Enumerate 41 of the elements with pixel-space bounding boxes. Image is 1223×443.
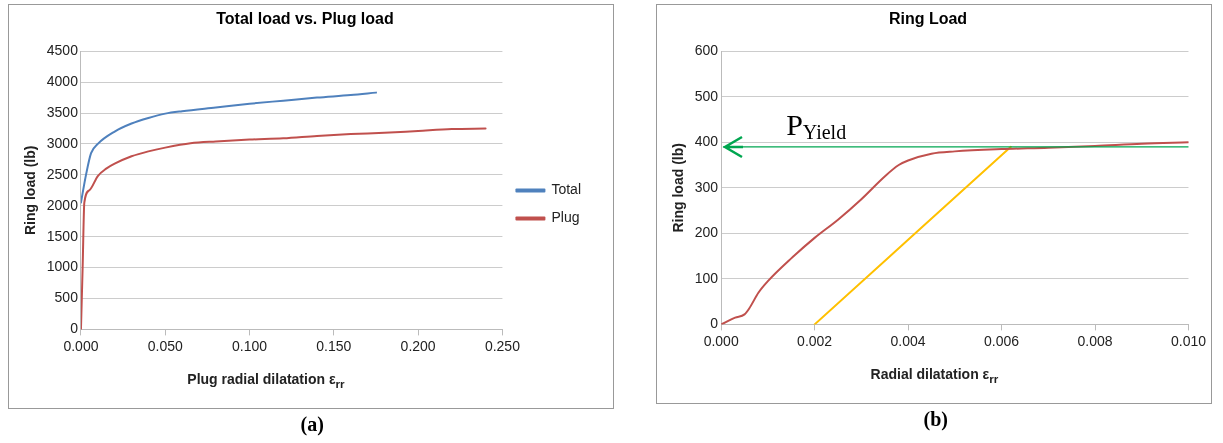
chart-title: Ring Load: [889, 10, 968, 28]
y-tick-label: 500: [695, 87, 719, 104]
y-tick-label: 4000: [46, 72, 79, 89]
y-tick-label: 300: [695, 178, 719, 195]
y-tick-label: 2000: [46, 196, 79, 213]
y-tick-label: 100: [695, 269, 719, 286]
text: (b): [922, 408, 949, 431]
y-tick-label: 2500: [46, 165, 79, 182]
y-tick-label: 400: [695, 133, 719, 150]
y-tick-label: 0: [70, 320, 79, 337]
x-tick-label: 0.002: [797, 332, 833, 349]
x-tick-label: 0.150: [316, 337, 352, 354]
text: (a): [299, 413, 325, 436]
y-tick-label: 500: [54, 289, 79, 306]
legend-label: Total: [551, 181, 582, 198]
y-tick-label: 600: [695, 42, 719, 59]
y-tick-label: 200: [695, 224, 719, 241]
x-axis-title: Radial dilatation ε$_{rr}$: [869, 366, 1000, 385]
y-tick-label: 1500: [46, 227, 79, 244]
x-tick-label: 0.008: [1077, 332, 1114, 349]
x-tick-label: 0.200: [400, 337, 436, 354]
chart-title: Total load vs. Plug load: [216, 10, 394, 28]
legend-label: Plug: [551, 209, 580, 226]
x-tick-label: 0.250: [484, 337, 521, 354]
y-axis-title: Ring load (lb): [670, 143, 687, 233]
x-tick-label: 0.100: [232, 337, 268, 354]
x-tick-label: 0.004: [891, 332, 927, 349]
y-tick-label: 4500: [46, 42, 79, 59]
y-tick-label: 1000: [46, 258, 79, 275]
x-tick-label: 0.050: [147, 337, 183, 354]
x-tick-label: 0.000: [704, 332, 740, 349]
x-tick-label: 0.010: [1171, 332, 1207, 349]
y-tick-label: 0: [710, 315, 719, 332]
y-axis-title: Ring load (lb): [22, 145, 39, 236]
y-tick-label: 3500: [46, 103, 79, 120]
x-tick-label: 0.006: [984, 332, 1020, 349]
x-tick-label: 0.000: [63, 337, 99, 354]
line-series: [80, 91, 377, 204]
x-axis-title: Plug radial dilatation ε$_{rr}$: [186, 371, 346, 390]
y-tick-label: 3000: [46, 134, 79, 151]
line-series: [80, 127, 487, 330]
